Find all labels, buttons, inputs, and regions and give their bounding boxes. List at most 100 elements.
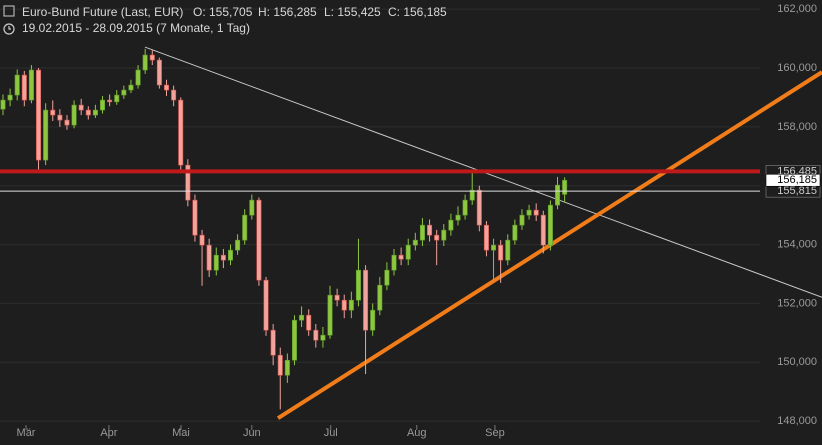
candle-body [206,244,212,271]
y-tick-label: 160,000 [777,62,817,74]
candle-body [107,99,113,103]
candle-body [36,69,42,161]
x-tick-label: Mai [172,427,190,439]
x-tick-label: Jul [324,427,338,439]
candle-body [21,74,27,101]
candle-body [341,299,347,311]
y-tick-label: 154,000 [777,238,817,250]
candle-body [498,244,504,261]
candle-body [491,244,497,251]
candle-body [121,89,127,96]
price-label-box [765,173,821,187]
candle-body [57,114,63,121]
y-tick-label: 152,000 [777,297,817,309]
candle-body [313,329,319,341]
candle-body [171,89,177,101]
candle-body [199,234,205,246]
candle-body [562,179,568,195]
candle-body [469,189,475,201]
candle-body [540,214,546,246]
candle-body [398,254,404,260]
candle-body [164,84,170,91]
candle-body [384,269,390,286]
candle-body [256,199,262,281]
y-tick-label: 150,000 [777,356,817,368]
candle-body [0,99,6,110]
candle-body [71,104,77,126]
candle-body [263,279,269,331]
candle-body [213,254,219,271]
candle-body [43,109,49,161]
candle-body [334,294,340,301]
candle-body [249,199,255,216]
x-tick-label: Jun [243,427,261,439]
candle-body [377,284,383,311]
ohlc-open: O: 155,705 [193,5,253,19]
ohlc-close: C: 156,185 [388,5,447,19]
candle-body [412,239,418,246]
y-tick-label: 162,000 [777,3,817,15]
candle-body [242,214,248,241]
candle-body [270,329,276,356]
candle-body [355,269,361,301]
candle-body [277,354,283,376]
candle-body [156,59,162,86]
candle-body [555,184,561,206]
candle-body [227,249,233,261]
candle-body [512,224,518,241]
candle-body [405,244,411,260]
candle-body [348,299,354,311]
header-icons [3,5,15,35]
candle-body [306,314,312,331]
ohlc-high: H: 156,285 [258,5,317,19]
candle-body [419,224,425,241]
candle-body [434,234,440,241]
candle-body [455,214,461,221]
candle-body [128,84,134,91]
candle-body [448,219,454,231]
candle-body [92,109,98,116]
candle-body [14,74,20,96]
price-label: 155,815 [777,185,817,197]
candle-body [135,69,141,86]
y-tick-label: 158,000 [777,121,817,133]
candle-body [363,269,369,331]
candle-body [299,314,305,321]
ohlc-low: L: 155,425 [324,5,381,19]
candle-body [178,99,184,166]
candle-body [526,209,532,216]
chart-subtitle: 19.02.2015 - 28.09.2015 (7 Monate, 1 Tag… [22,21,250,35]
y-tick-label: 148,000 [777,415,817,427]
candle-body [483,224,489,251]
x-tick-label: Sep [485,427,505,439]
candle-body [28,69,34,101]
candle-body [547,204,553,246]
candle-body [462,199,468,216]
candle-body [427,224,433,236]
candle-body [370,309,376,331]
candle-body [391,254,397,271]
candle-body [100,99,106,111]
candle-body [220,254,226,261]
x-tick-label: Aug [407,427,427,439]
candle-body [142,54,148,71]
candle-body [235,239,241,251]
candle-body [533,209,539,216]
candle-body [7,94,13,101]
price-label: 156,185 [777,174,817,186]
candle-body [50,109,56,116]
candle-body [476,189,482,226]
chart-title: Euro-Bund Future (Last, EUR) [22,5,183,19]
candle-body [441,229,447,241]
candle-body [519,214,525,226]
candle-body [327,294,333,336]
candle-body [64,119,70,126]
candle-body [192,199,198,236]
candle-body [114,94,120,103]
x-tick-label: Mär [17,427,36,439]
candle-body [149,54,155,61]
candle-body [291,319,297,361]
candle-body [78,104,84,111]
candle-body [320,334,326,341]
candle-body [284,359,290,376]
